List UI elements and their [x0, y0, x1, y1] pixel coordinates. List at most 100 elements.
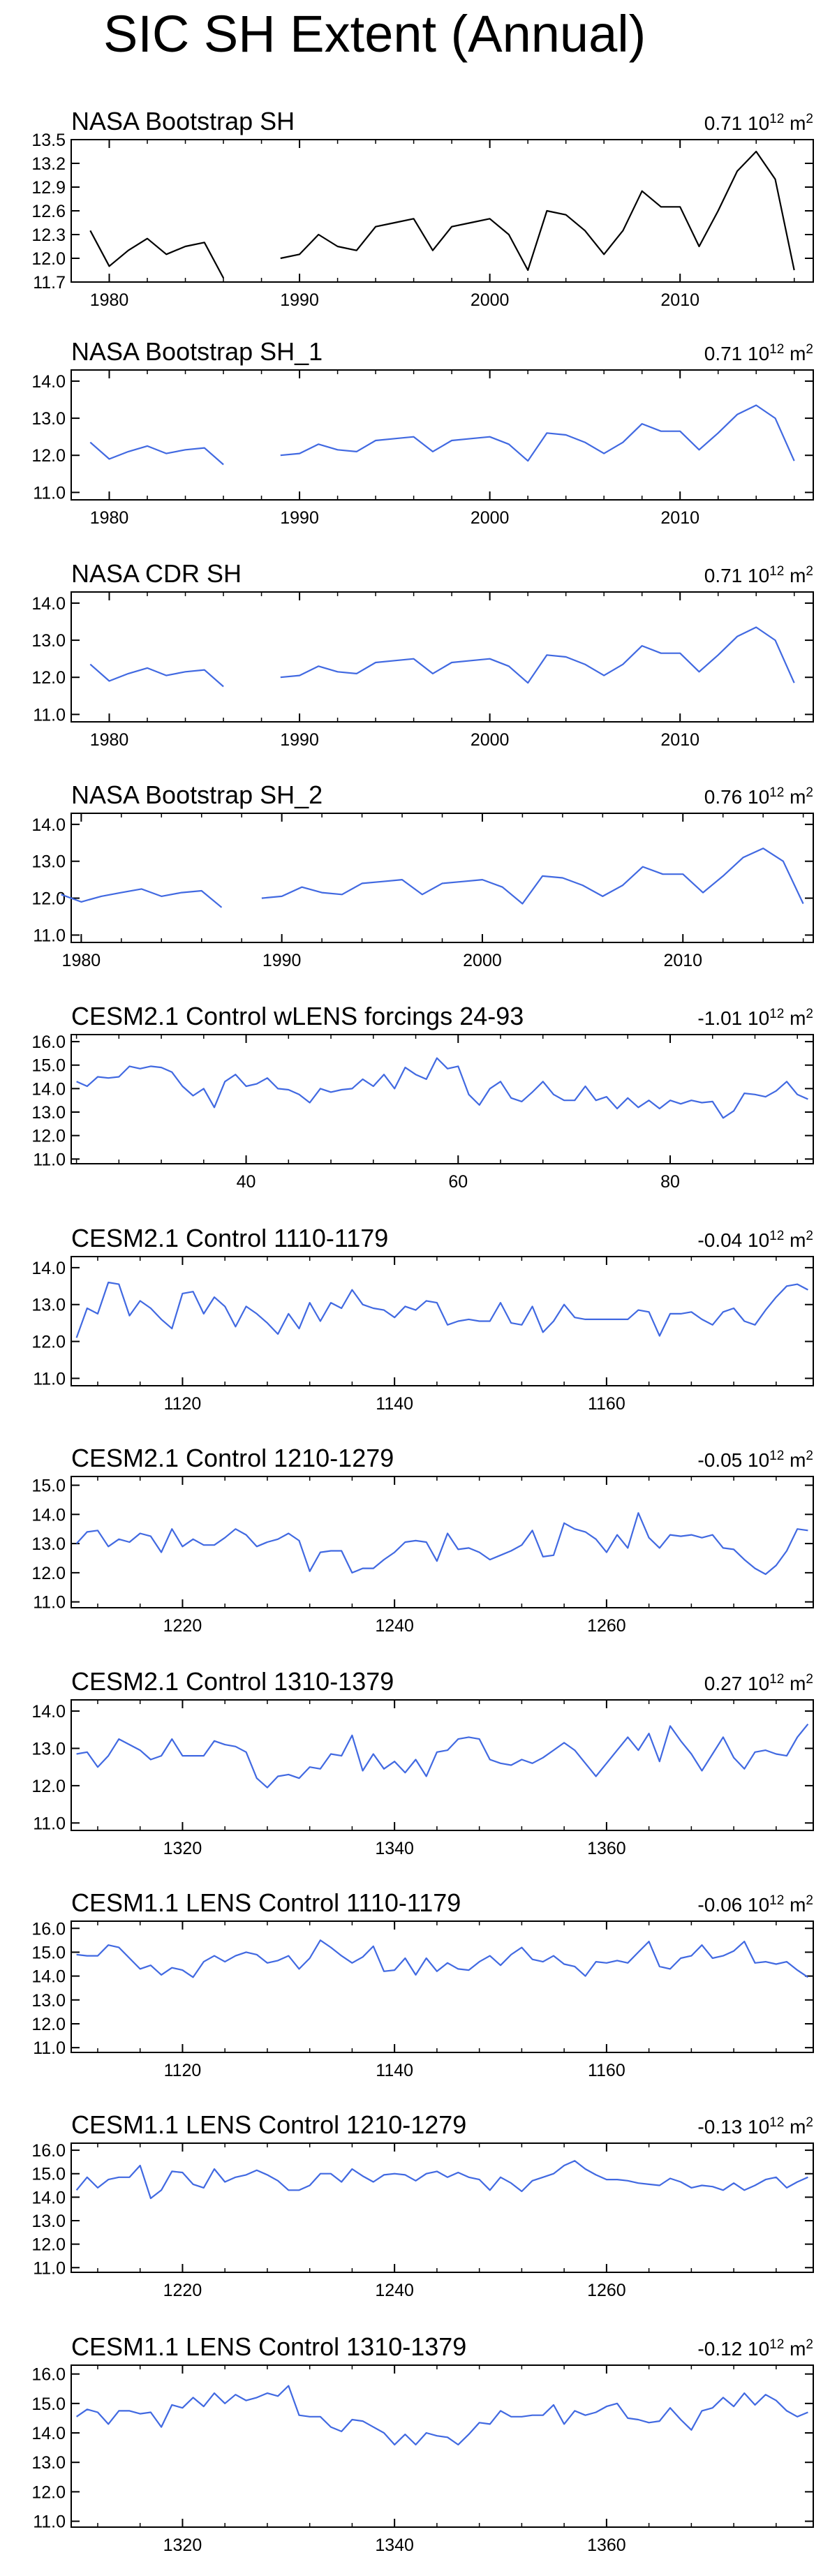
y-tick-label: 13.0 [31, 852, 66, 872]
x-tick-label: 1340 [375, 2536, 414, 2555]
trend-label: 0.76 1012 m2 [704, 785, 813, 808]
x-tick-label: 1320 [163, 1839, 202, 1858]
y-tick-label: 12.0 [31, 446, 66, 466]
trend-label: 0.27 1012 m2 [704, 1672, 813, 1694]
trend-label: -0.12 1012 m2 [697, 2337, 813, 2360]
y-tick-label: 12.0 [31, 2015, 66, 2034]
y-tick-label: 11.7 [33, 273, 66, 293]
trend-label: 0.71 1012 m2 [704, 342, 813, 364]
chart-title: NASA Bootstrap SH_2 [71, 780, 323, 809]
x-tick-label: 1990 [280, 290, 319, 310]
plot-frame [71, 813, 814, 943]
plot-frame [71, 1699, 814, 1831]
y-tick-label: 12.6 [31, 202, 66, 221]
y-tick-label: 11.0 [33, 2512, 66, 2532]
x-tick-label: 80 [660, 1172, 680, 1192]
y-tick-label: 14.0 [31, 815, 66, 835]
y-tick-label: 15.0 [31, 1476, 66, 1496]
series-line [75, 2385, 808, 2445]
x-tick-label: 2010 [660, 290, 699, 310]
y-tick-label: 14.0 [31, 1702, 66, 1722]
y-tick-label: 14.0 [31, 2188, 66, 2207]
trend-label: -0.04 1012 m2 [697, 1229, 813, 1251]
y-tick-label: 12.9 [31, 178, 66, 198]
x-tick-label: 40 [237, 1172, 256, 1192]
chart-panel-4: NASA Bootstrap SH_2 0.76 1012 m2 11.0 12.0 1… [31, 780, 814, 970]
x-tick-label: 1120 [164, 1394, 202, 1414]
y-tick-label: 12.0 [31, 2235, 66, 2255]
y-tick-label: 13.0 [31, 1534, 66, 1554]
y-tick-label: 13.0 [31, 2212, 66, 2231]
y-tick-label: 13.0 [31, 1739, 66, 1759]
y-tick-label: 11.0 [33, 1593, 66, 1613]
x-tick-label: 1320 [163, 2536, 202, 2555]
y-tick-label: 13.2 [31, 154, 66, 174]
x-tick-label: 1360 [587, 1839, 626, 1858]
plot-frame [71, 1476, 814, 1608]
plot-frame [71, 2364, 814, 2528]
trend-label: -0.13 1012 m2 [697, 2115, 813, 2138]
x-tick-label: 1360 [587, 2536, 626, 2555]
y-tick-label: 14.0 [31, 2424, 66, 2443]
y-tick-label: 16.0 [31, 2365, 66, 2385]
x-tick-label: 1980 [90, 290, 129, 310]
x-tick-label: 1980 [90, 730, 129, 750]
series-line [89, 150, 795, 279]
x-tick-label: 1240 [375, 2281, 414, 2300]
y-tick-label: 16.0 [31, 1032, 66, 1052]
y-tick-label: 12.0 [31, 1127, 66, 1146]
chart-title: NASA Bootstrap SH [71, 107, 295, 135]
y-tick-label: 16.0 [31, 2141, 66, 2161]
series-line [76, 1724, 809, 1789]
y-tick-label: 15.0 [31, 2394, 66, 2414]
x-tick-label: 2000 [471, 508, 510, 528]
plot-frame [71, 1920, 814, 2053]
page-title-text: SIC SH Extent (Annual) [103, 5, 646, 63]
y-tick-label: 11.0 [33, 1814, 66, 1833]
y-tick-label: 11.0 [33, 2258, 66, 2278]
x-tick-label: 1260 [587, 1616, 626, 1636]
chart-title: NASA CDR SH [71, 559, 242, 588]
trend-label: -0.06 1012 m2 [697, 1893, 813, 1916]
x-tick-label: 1140 [376, 1394, 413, 1414]
x-tick-label: 1220 [163, 2281, 202, 2300]
plot-frame [71, 2142, 814, 2273]
x-tick-label: 1980 [90, 508, 129, 528]
chart-panel-5: CESM2.1 Control wLENS forcings 24-93 -1.0… [31, 1002, 814, 1192]
y-tick-label: 11.0 [33, 2038, 66, 2058]
x-tick-label: 1160 [588, 2061, 625, 2080]
x-tick-label: 60 [448, 1172, 468, 1192]
series-line [75, 1281, 808, 1338]
chart-title: CESM1.1 LENS Control 1110-1179 [71, 1888, 461, 1917]
y-tick-label: 11.0 [33, 483, 66, 503]
plot-frame [71, 591, 814, 723]
y-tick-label: 13.0 [31, 2453, 66, 2473]
chart-panel-6: CESM2.1 Control 1110-1179 -0.04 1012 m2 11… [31, 1224, 814, 1414]
x-tick-label: 1220 [163, 1616, 202, 1636]
series-line [75, 2160, 808, 2200]
y-tick-label: 14.0 [31, 1079, 66, 1099]
series-line [61, 847, 804, 908]
y-tick-label: 12.0 [31, 2482, 66, 2502]
y-tick-label: 14.0 [31, 372, 66, 392]
plot-frame [71, 1034, 814, 1164]
trend-label: 0.71 1012 m2 [704, 564, 813, 586]
trend-label: 0.71 1012 m2 [704, 112, 813, 134]
x-tick-label: 2000 [471, 730, 510, 750]
x-tick-label: 2000 [463, 951, 502, 970]
chart-panel-11: CESM1.1 LENS Control 1310-1379 -0.12 1012… [31, 2332, 814, 2555]
x-tick-label: 1120 [164, 2061, 202, 2080]
y-tick-label: 13.0 [31, 409, 66, 429]
x-tick-label: 2010 [660, 730, 699, 750]
y-tick-label: 12.3 [31, 225, 66, 245]
x-tick-label: 1160 [588, 1394, 625, 1414]
x-tick-label: 1990 [280, 730, 319, 750]
chart-title: CESM2.1 Control 1210-1279 [71, 1444, 394, 1472]
y-tick-label: 12.0 [31, 889, 66, 909]
chart-title: CESM1.1 LENS Control 1210-1279 [71, 2110, 466, 2139]
x-tick-label: 2010 [660, 508, 699, 528]
y-tick-label: 12.0 [31, 1777, 66, 1796]
y-tick-label: 12.0 [31, 668, 66, 688]
y-tick-label: 13.0 [31, 1991, 66, 2011]
